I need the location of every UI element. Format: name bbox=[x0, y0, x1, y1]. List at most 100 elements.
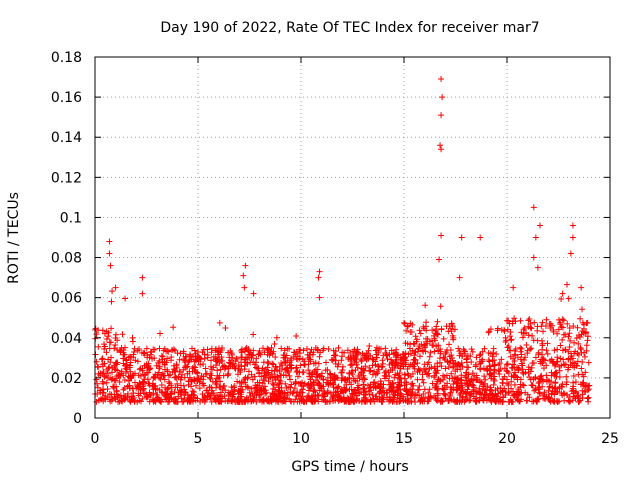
data-point bbox=[122, 295, 129, 302]
data-point bbox=[294, 368, 301, 375]
data-point bbox=[420, 348, 427, 355]
data-point bbox=[241, 284, 248, 291]
data-point bbox=[94, 363, 101, 370]
data-point bbox=[299, 356, 306, 363]
data-point bbox=[369, 362, 376, 369]
data-point bbox=[457, 362, 464, 369]
data-point bbox=[253, 355, 260, 362]
data-point bbox=[508, 378, 515, 385]
data-point bbox=[156, 363, 163, 370]
data-point bbox=[163, 396, 170, 403]
data-point bbox=[485, 356, 492, 363]
data-point bbox=[527, 320, 534, 327]
data-point bbox=[566, 393, 573, 400]
data-point bbox=[473, 354, 480, 361]
data-point bbox=[176, 368, 183, 375]
data-point bbox=[180, 348, 187, 355]
data-point bbox=[181, 364, 188, 371]
data-point bbox=[582, 329, 589, 336]
data-point bbox=[579, 306, 586, 313]
data-point bbox=[573, 389, 580, 396]
data-point bbox=[106, 364, 113, 371]
data-point bbox=[217, 384, 224, 391]
data-point bbox=[394, 352, 401, 359]
data-point bbox=[311, 398, 318, 405]
data-point bbox=[500, 393, 507, 400]
data-point bbox=[472, 363, 479, 370]
data-point bbox=[217, 398, 224, 405]
data-point bbox=[299, 379, 306, 386]
data-point bbox=[416, 382, 423, 389]
data-point bbox=[164, 368, 171, 375]
data-point bbox=[304, 393, 311, 400]
data-point bbox=[517, 356, 524, 363]
data-point bbox=[412, 356, 419, 363]
data-point bbox=[245, 368, 252, 375]
data-point bbox=[232, 358, 239, 365]
data-point bbox=[565, 295, 572, 302]
data-point bbox=[556, 367, 563, 374]
data-point bbox=[408, 392, 415, 399]
data-point bbox=[484, 383, 491, 390]
data-point bbox=[245, 346, 252, 353]
data-point bbox=[480, 395, 487, 402]
data-point bbox=[142, 372, 149, 379]
data-point bbox=[440, 335, 447, 342]
data-point bbox=[100, 368, 107, 375]
data-point bbox=[449, 364, 456, 371]
y-tick-label: 0.14 bbox=[51, 130, 82, 146]
data-point bbox=[364, 382, 371, 389]
data-point bbox=[563, 373, 570, 380]
data-point bbox=[567, 337, 574, 344]
data-point bbox=[112, 342, 119, 349]
data-point bbox=[316, 268, 323, 275]
data-point bbox=[129, 393, 136, 400]
data-point bbox=[325, 346, 332, 353]
data-point bbox=[361, 385, 368, 392]
data-point bbox=[564, 366, 571, 373]
data-point bbox=[207, 363, 214, 370]
data-point bbox=[567, 356, 574, 363]
data-point bbox=[387, 381, 394, 388]
data-point bbox=[338, 397, 345, 404]
data-point bbox=[511, 315, 518, 322]
data-point bbox=[364, 398, 371, 405]
data-point bbox=[250, 290, 257, 297]
data-point bbox=[525, 332, 532, 339]
data-point bbox=[585, 398, 592, 405]
data-point bbox=[446, 353, 453, 360]
data-point bbox=[295, 380, 302, 387]
data-point bbox=[323, 359, 330, 366]
data-point bbox=[556, 398, 563, 405]
data-point bbox=[517, 317, 524, 324]
data-point bbox=[293, 332, 300, 339]
data-point bbox=[246, 389, 253, 396]
data-point bbox=[493, 393, 500, 400]
data-point bbox=[361, 375, 368, 382]
data-point bbox=[437, 142, 444, 149]
data-point bbox=[238, 363, 245, 370]
data-point bbox=[315, 360, 322, 367]
data-point bbox=[456, 274, 463, 281]
x-tick-label: 10 bbox=[292, 431, 310, 447]
data-point bbox=[101, 330, 108, 337]
data-point bbox=[402, 340, 409, 347]
data-point bbox=[251, 391, 258, 398]
data-point bbox=[420, 379, 427, 386]
data-point bbox=[172, 373, 179, 380]
data-point bbox=[255, 351, 262, 358]
data-point bbox=[467, 390, 474, 397]
data-point bbox=[194, 369, 201, 376]
data-point bbox=[304, 345, 311, 352]
y-tick-label: 0.16 bbox=[51, 90, 82, 106]
data-point bbox=[468, 358, 475, 365]
data-point bbox=[354, 392, 361, 399]
data-point bbox=[392, 389, 399, 396]
data-point bbox=[105, 329, 112, 336]
data-point bbox=[455, 345, 462, 352]
data-point bbox=[225, 349, 232, 356]
data-point bbox=[161, 345, 168, 352]
data-point bbox=[423, 319, 430, 326]
data-point bbox=[112, 284, 119, 291]
data-point bbox=[236, 398, 243, 405]
